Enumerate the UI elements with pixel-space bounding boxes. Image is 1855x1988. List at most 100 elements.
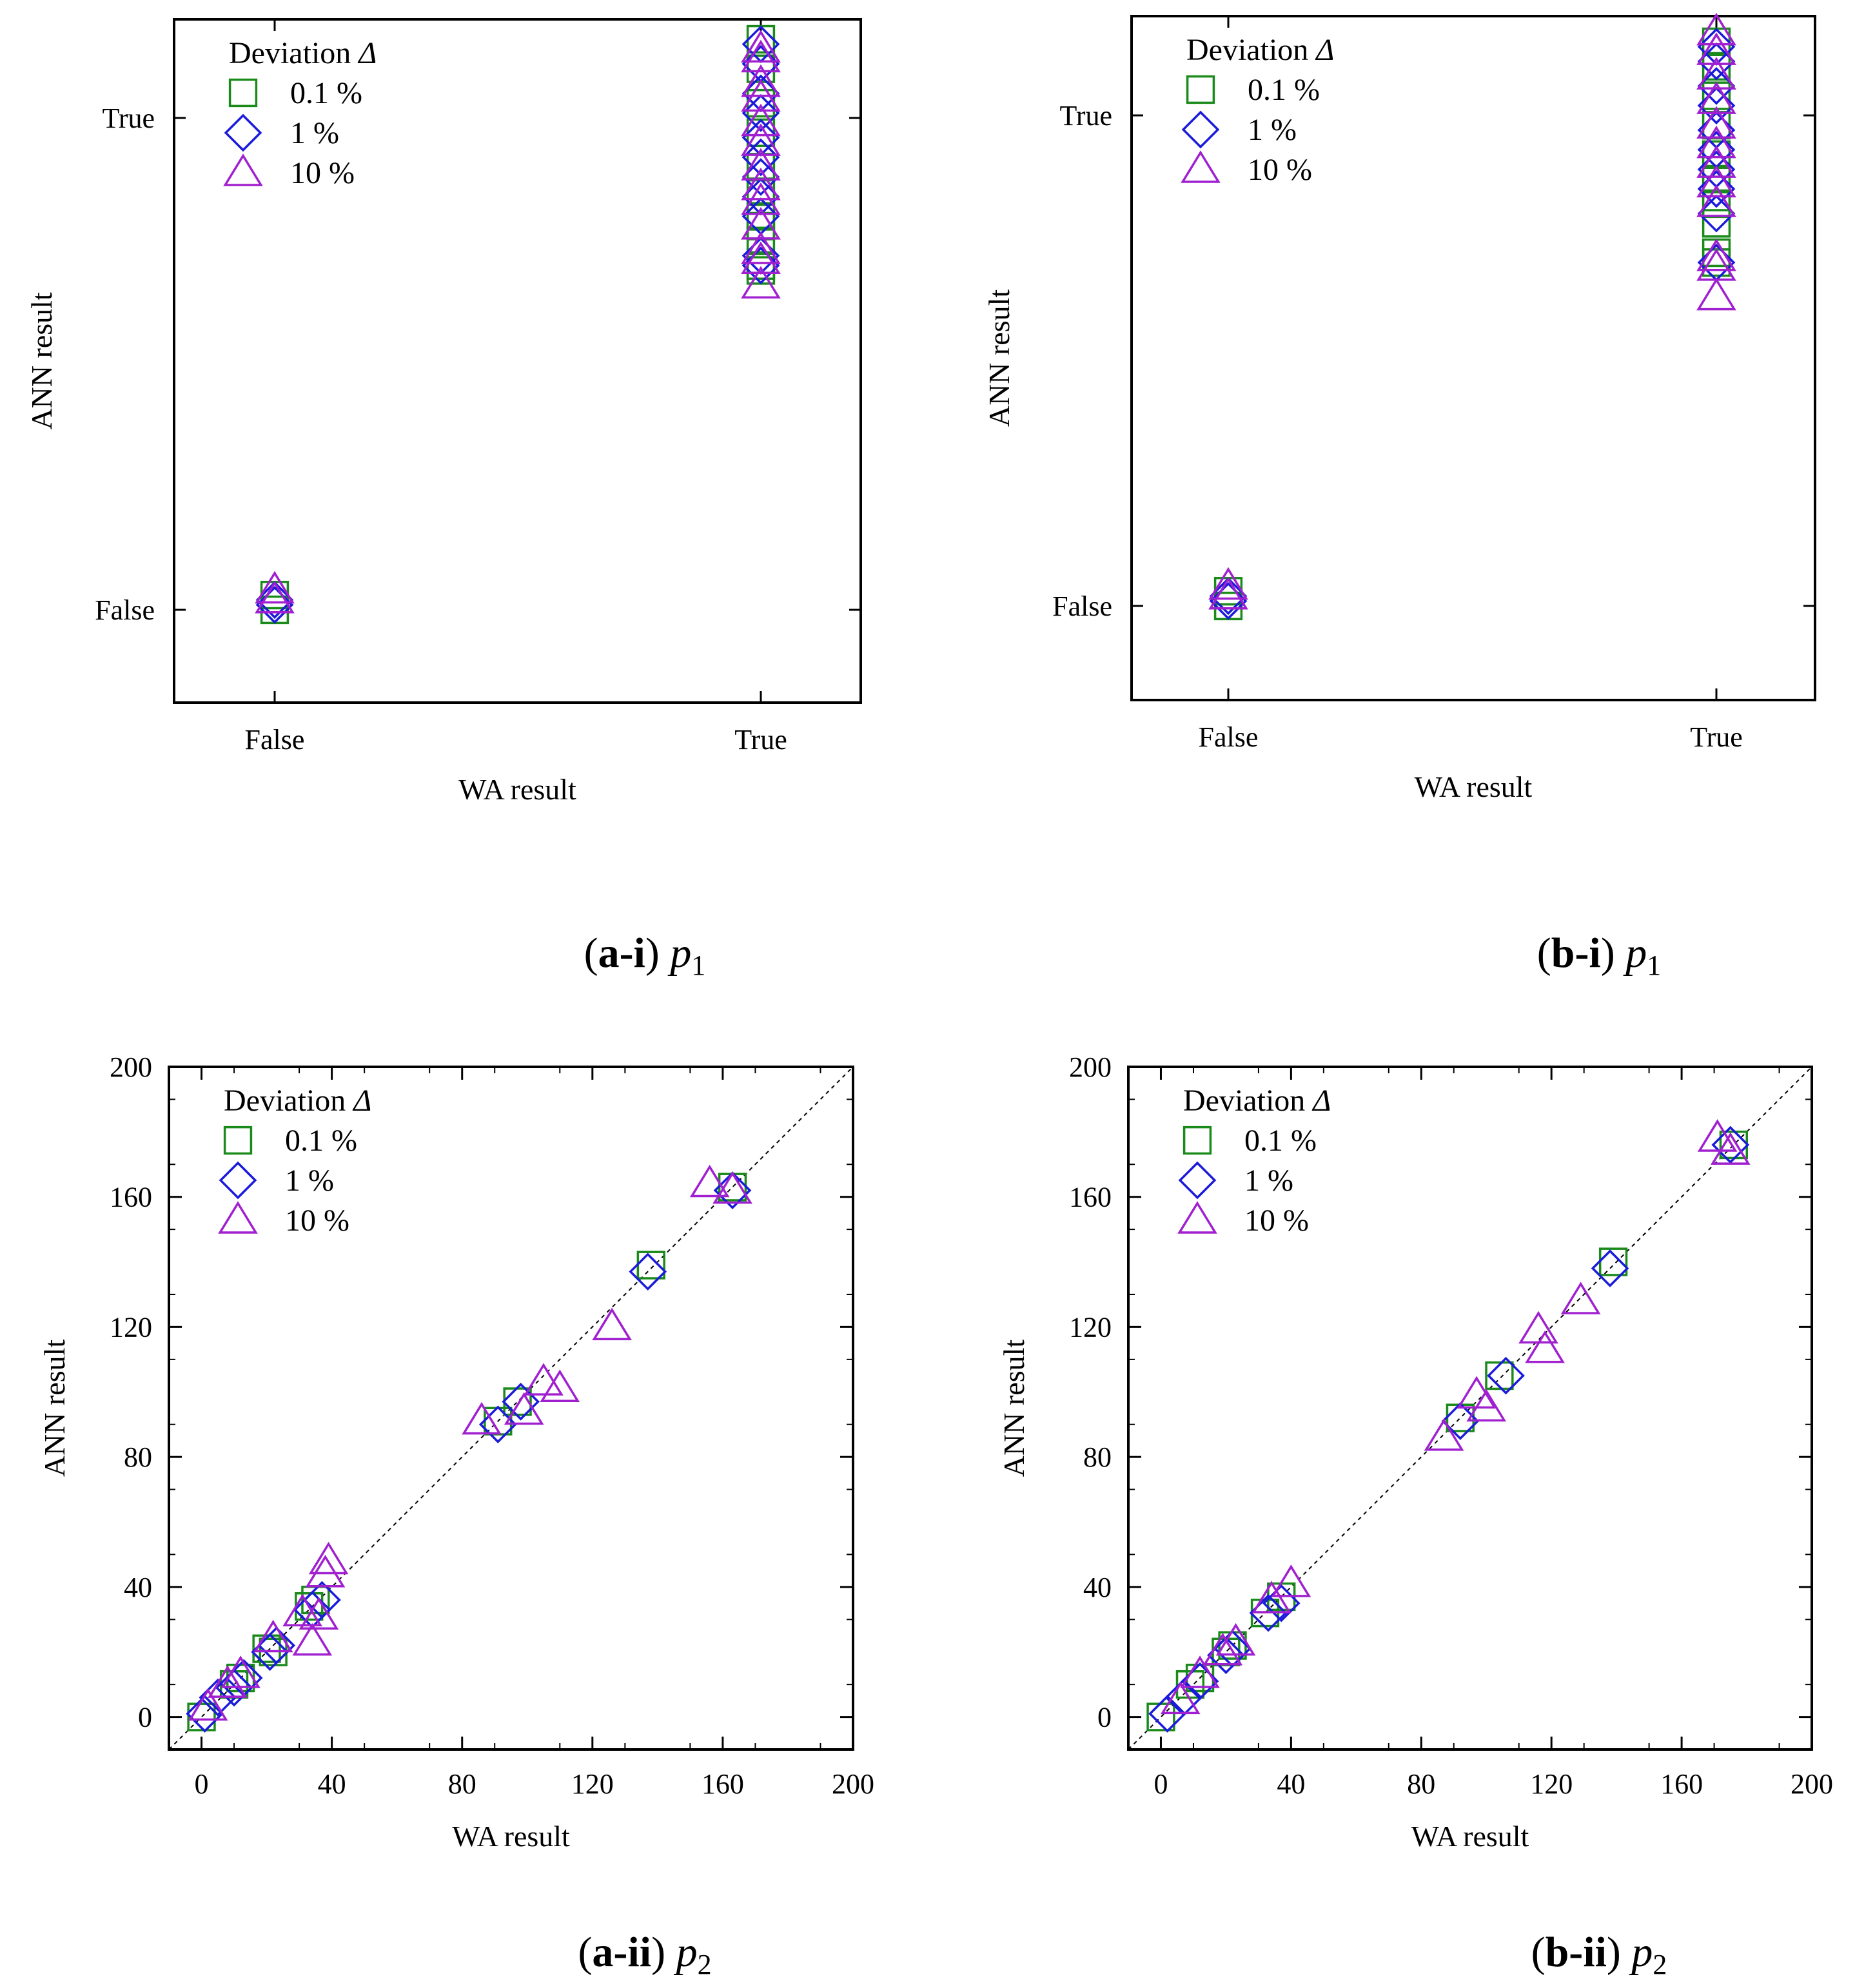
x-axis-title: WA result (1415, 770, 1533, 803)
x-tick-label: True (1690, 721, 1743, 753)
data-point (1424, 1418, 1464, 1451)
data-point (524, 1363, 564, 1396)
data-point (1560, 1281, 1601, 1314)
chart-panel-b-ii: 0 40 80 120 160 200 0 40 80 120 160 200 WA result ANN… (997, 1051, 1833, 1980)
plot-frame (173, 18, 862, 704)
data-point (299, 1597, 339, 1630)
data-point (1485, 1361, 1514, 1390)
data-point (1702, 209, 1731, 238)
plot-frame (168, 1066, 854, 1751)
data-point (1213, 591, 1243, 621)
legend-marker (218, 1201, 258, 1234)
x-tick-label: 40 (1277, 1768, 1305, 1800)
legend-marker (1181, 110, 1220, 149)
data-point (187, 1702, 216, 1731)
data-point (305, 1554, 346, 1588)
y-tick-label: 80 (1083, 1441, 1112, 1473)
data-point (741, 207, 781, 240)
panel-caption: (a-ii) p2 (578, 1929, 711, 1980)
legend: Deviation Δ 0.1 % 1 % 10 % (223, 36, 377, 190)
legend-title-text: Deviation (1183, 1084, 1313, 1118)
legend-label: 10 % (290, 156, 355, 190)
data-point (1208, 577, 1248, 610)
data-point (746, 226, 776, 255)
legend-label: 0.1 % (1244, 1124, 1317, 1158)
data-point (741, 79, 781, 112)
data-point (636, 1251, 665, 1280)
caption-paren: ) (645, 930, 670, 977)
x-tick-label: False (245, 724, 305, 755)
caption-paren: ) (651, 1929, 676, 1976)
legend-label: 1 % (1248, 113, 1297, 147)
caption-subscript: 1 (1647, 950, 1661, 981)
data-point (255, 580, 295, 614)
y-tick-label: False (1052, 590, 1112, 622)
data-point (1598, 1247, 1628, 1276)
y-tick-label: True (102, 102, 155, 134)
series-2 (1160, 1119, 1751, 1715)
panel-caption: (b-ii) p2 (1531, 1929, 1667, 1980)
legend-title: Deviation Δ (1186, 33, 1334, 67)
legend-title-symbol: Δ (352, 1084, 371, 1118)
data-point (1696, 184, 1736, 217)
x-tick-label: 160 (702, 1768, 744, 1800)
legend-marker (219, 1161, 257, 1200)
series-1 (186, 1171, 752, 1733)
plot-frame (1130, 15, 1816, 701)
chart-panel-a-ii: 0 40 80 120 160 200 0 40 80 120 160 200 WA result ANN… (38, 1051, 874, 1980)
legend-marker (1177, 1201, 1217, 1234)
legend-label: 1 % (290, 116, 339, 150)
chart-panel-a-i: False False True True WA result ANN result Dev… (25, 18, 862, 981)
data-point (1696, 57, 1736, 90)
data-point (741, 168, 781, 200)
data-point (741, 39, 781, 73)
caption-paren: ) (1601, 930, 1625, 977)
data-point (1697, 170, 1736, 208)
legend-label: 1 % (285, 1164, 334, 1198)
data-point (1208, 567, 1248, 600)
caption-label: b-ii (1546, 1929, 1607, 1976)
data-point (1271, 1564, 1311, 1597)
data-point (504, 1392, 544, 1425)
caption-label: a-ii (592, 1929, 651, 1976)
data-point (1160, 1681, 1201, 1715)
legend: Deviation Δ 0.1 % 1 % 10 % (1181, 33, 1334, 187)
data-point (1213, 577, 1243, 606)
data-point (1696, 164, 1736, 198)
x-tick-label: 200 (832, 1768, 874, 1800)
data-point (221, 1655, 260, 1688)
x-tick-label: True (734, 724, 787, 755)
data-point (1696, 81, 1736, 114)
data-point (502, 1383, 540, 1421)
data-point (208, 1665, 248, 1698)
data-point (629, 1252, 667, 1291)
legend-marker (228, 78, 258, 108)
x-axis-title: WA result (452, 1820, 570, 1853)
x-tick-label: 40 (318, 1768, 346, 1800)
data-point (741, 123, 781, 156)
legend-marker (1183, 1126, 1212, 1155)
data-point (746, 54, 776, 83)
legend-title-text: Deviation (229, 36, 358, 70)
data-point (540, 1369, 580, 1403)
data-point (1466, 1389, 1507, 1422)
data-point (1702, 81, 1731, 110)
data-point (1251, 1581, 1291, 1613)
legend-title: Deviation Δ (1183, 1084, 1331, 1118)
data-point (1696, 145, 1736, 178)
caption-label: a-i (598, 930, 645, 977)
data-point (689, 1164, 730, 1198)
legend-title-symbol: Δ (1315, 33, 1334, 67)
legend-title-symbol: Δ (1311, 1084, 1331, 1118)
series-2 (255, 30, 781, 614)
caption-paren: ( (584, 930, 598, 977)
data-point (741, 103, 781, 137)
caption-paren: ( (578, 1929, 592, 1976)
x-tick-label: 80 (1407, 1768, 1435, 1800)
data-point (1696, 106, 1736, 139)
x-tick-label: 0 (195, 1768, 209, 1800)
caption-paren: ( (1531, 1929, 1546, 1976)
y-axis-title: ANN result (25, 292, 58, 430)
data-point (257, 1626, 296, 1664)
panel-caption: (b-i) p1 (1537, 930, 1662, 981)
